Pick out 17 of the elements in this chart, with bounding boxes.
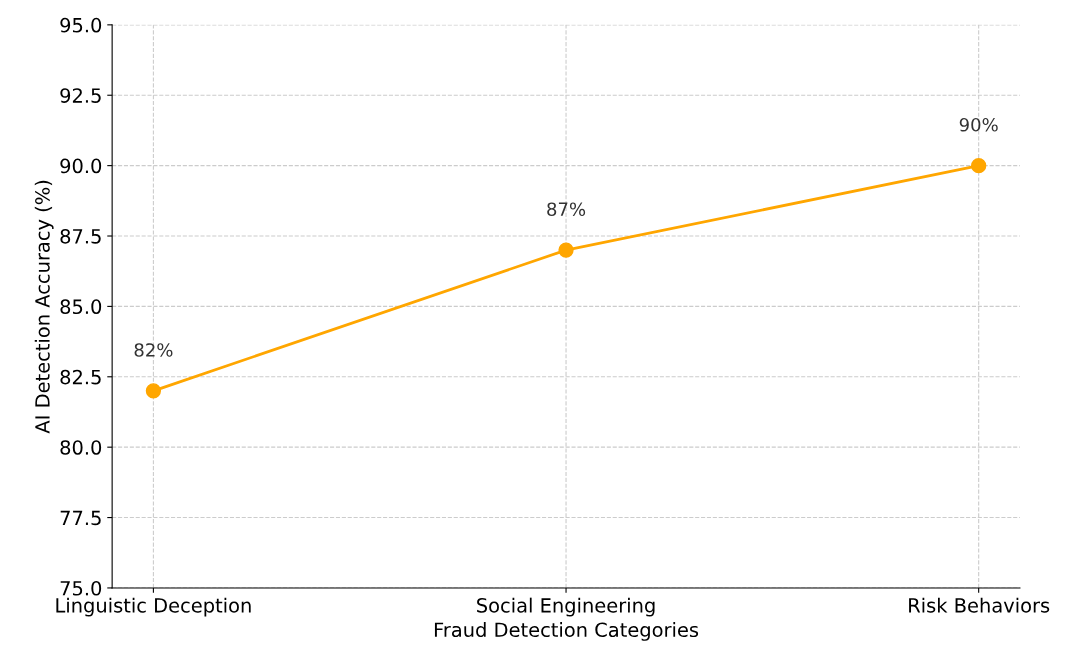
- data-label: 90%: [959, 117, 998, 132]
- text: 92.5: [60, 88, 101, 103]
- data-label: 82%: [134, 343, 173, 357]
- text: 95.0: [60, 17, 102, 33]
- data-label: 87%: [547, 202, 586, 217]
- text: 87.5: [60, 228, 101, 244]
- text: 80.0: [60, 440, 102, 455]
- text: 90.0: [60, 158, 102, 174]
- y-axis-title: AI Detection Accuracy (%): [34, 180, 54, 434]
- text: 75.0: [60, 580, 102, 596]
- text: 77.5: [60, 510, 101, 526]
- x-tick-label: Risk Behaviors: [909, 597, 1050, 613]
- text: 82.5: [60, 369, 101, 385]
- x-tick-label: Linguistic Deception: [56, 597, 251, 617]
- x-axis-title: Fraud Detection Categories: [434, 622, 699, 641]
- text: 85.0: [60, 299, 102, 315]
- x-tick-label: Social Engineering: [477, 597, 655, 617]
